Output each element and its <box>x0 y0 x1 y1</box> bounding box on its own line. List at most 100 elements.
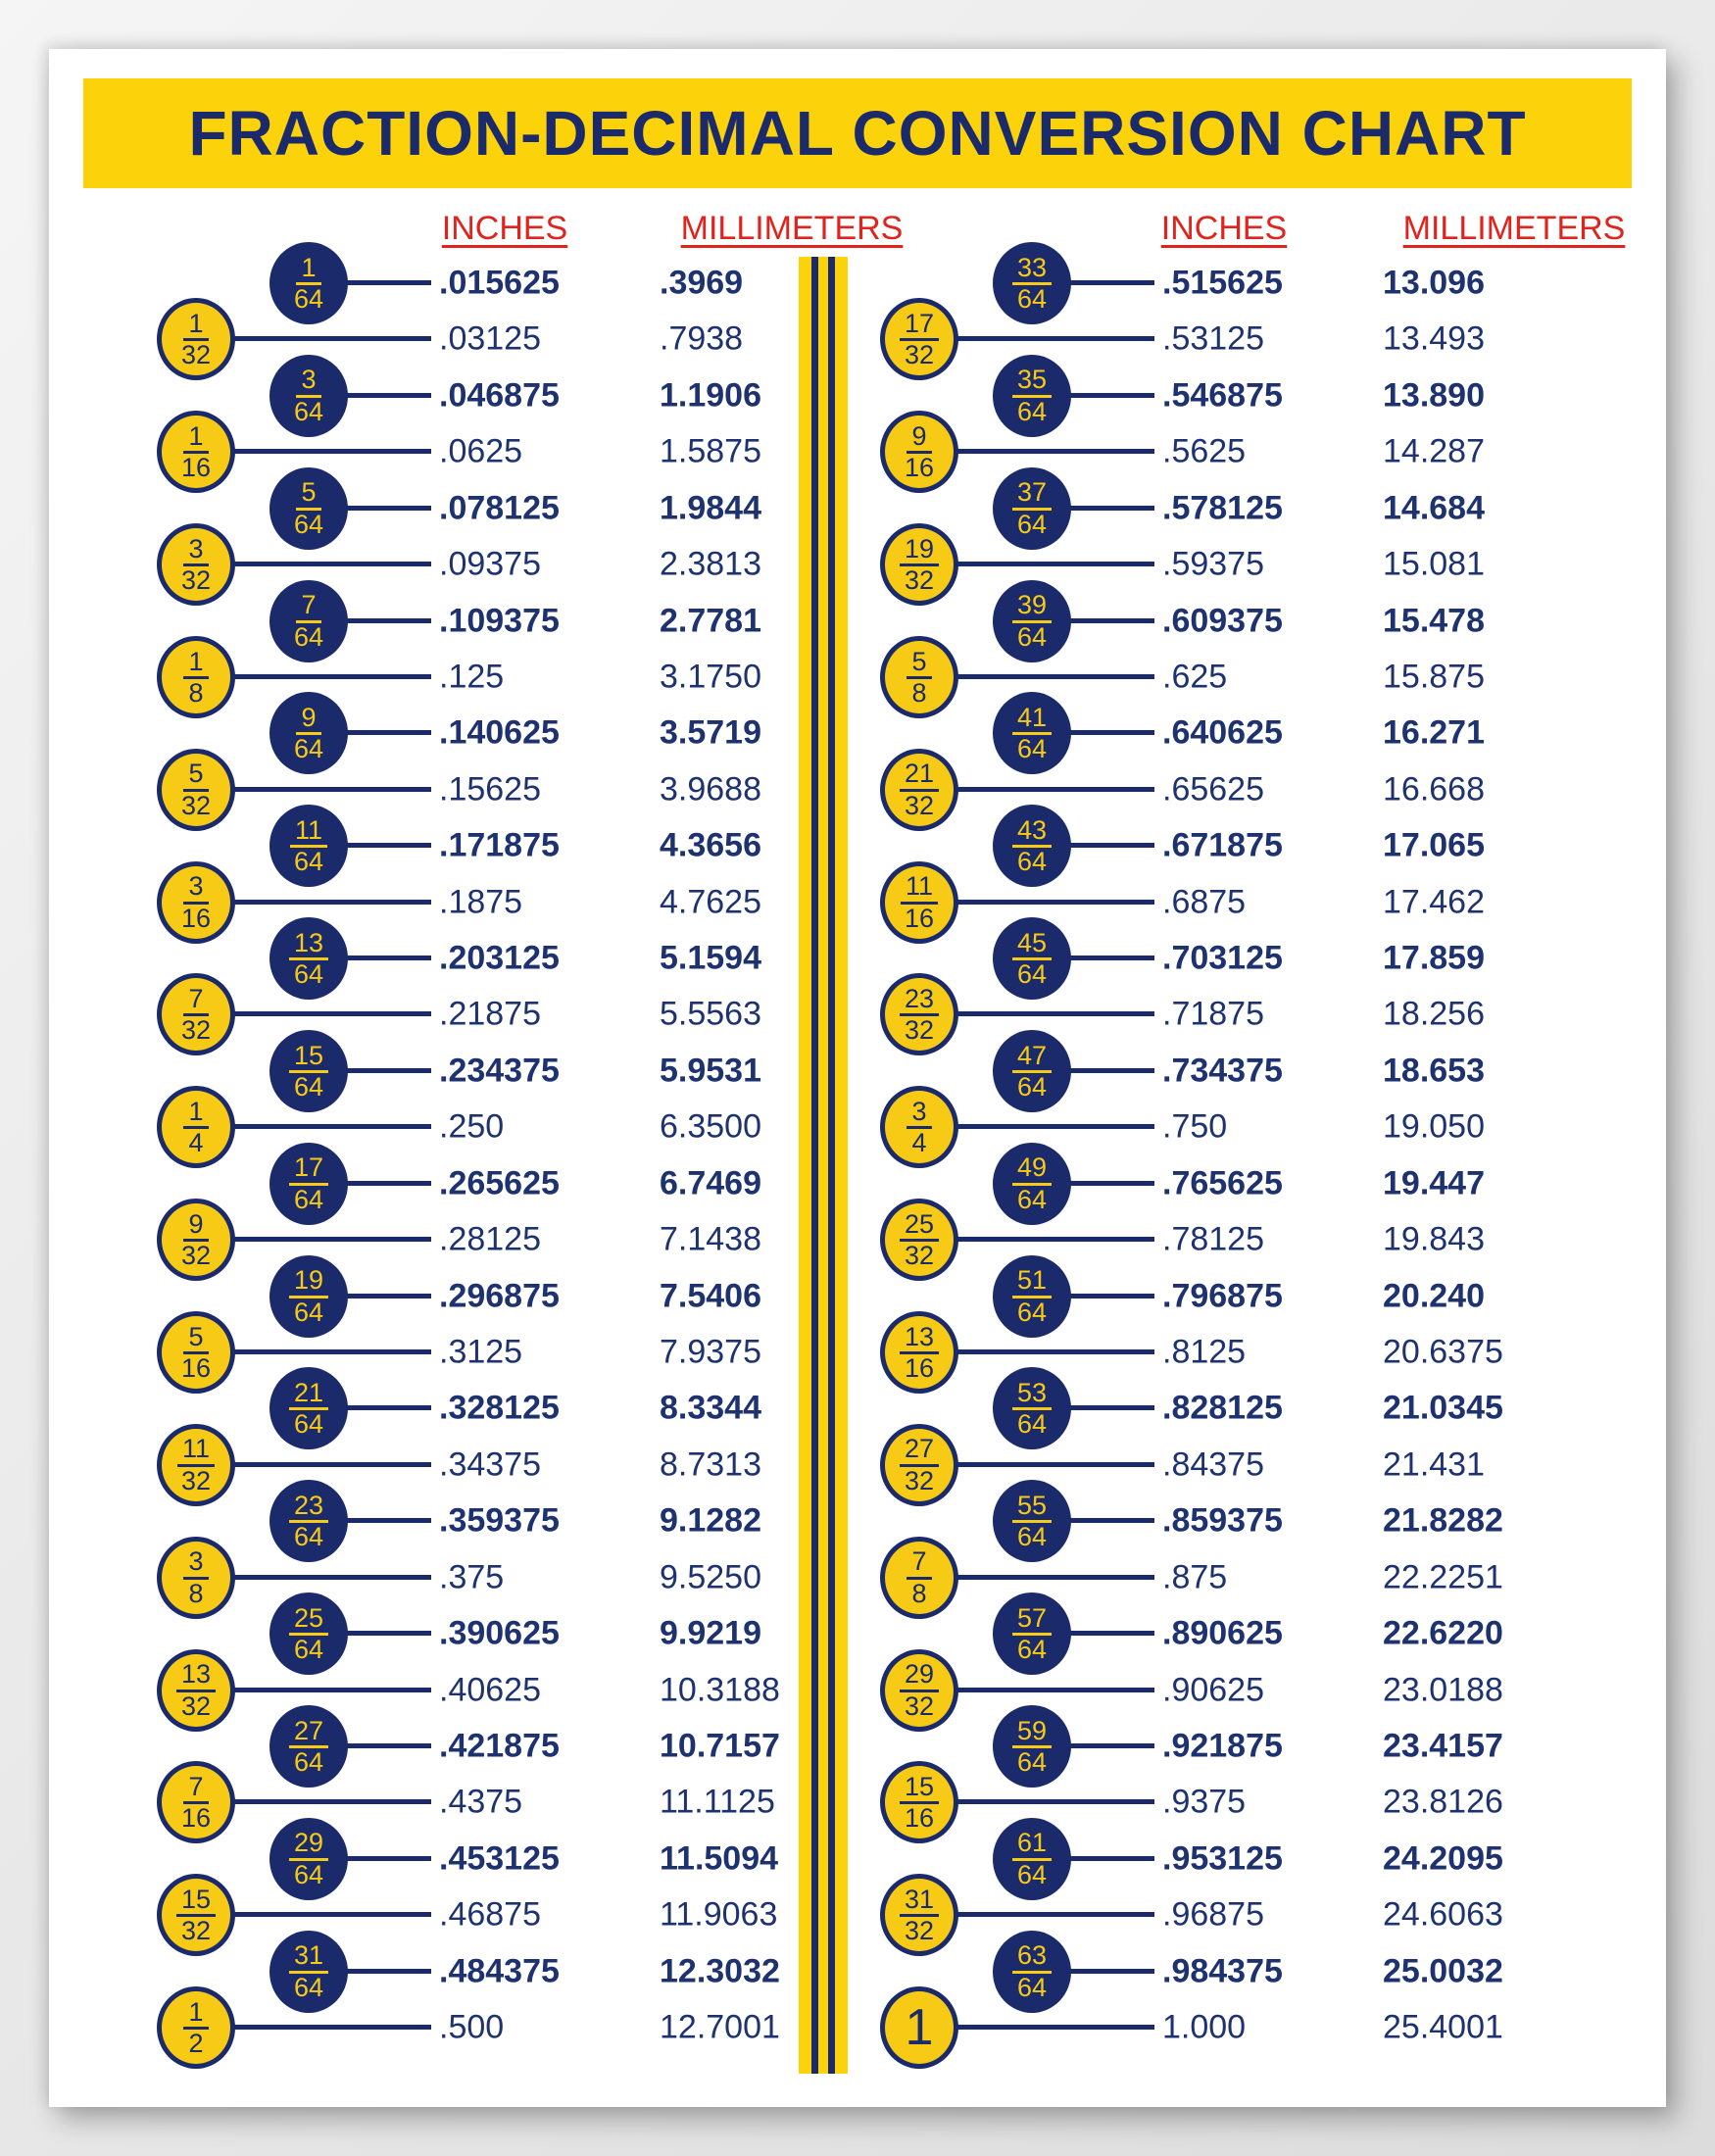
table-row: 19 32 .59375 15.081 <box>49 523 1666 607</box>
inches-value: .125 <box>439 658 505 696</box>
mm-value: 25.4001 <box>1383 2008 1503 2046</box>
mm-value: 4.7625 <box>660 883 761 921</box>
table-row: 9 16 .5625 14.287 <box>49 411 1666 494</box>
fraction-numerator: 57 <box>1011 1603 1053 1637</box>
inches-value: .265625 <box>439 1164 560 1202</box>
fraction-denominator: 32 <box>180 340 212 370</box>
inches-value: .3125 <box>439 1333 523 1371</box>
fraction-denominator: 64 <box>293 621 324 652</box>
inches-value: .796875 <box>1162 1277 1283 1315</box>
inches-value: .921875 <box>1162 1727 1283 1765</box>
fraction-label: 31 32 <box>899 1886 940 1945</box>
fraction-denominator: 64 <box>1016 1746 1048 1777</box>
fraction-denominator: 64 <box>293 284 324 314</box>
fraction-label: 23 64 <box>288 1492 329 1551</box>
mm-value: 17.859 <box>1383 939 1485 977</box>
inches-value: .203125 <box>439 939 560 977</box>
fraction-circle: 1 16 <box>157 411 235 494</box>
inches-value: .171875 <box>439 826 560 864</box>
fraction-label: 13 64 <box>288 928 329 988</box>
mm-value: 25.0032 <box>1383 1952 1503 1990</box>
inches-value: .5625 <box>1162 432 1247 470</box>
inches-value: .46875 <box>439 1895 541 1934</box>
inches-value: .34375 <box>439 1446 541 1484</box>
fraction-numerator: 39 <box>1011 591 1053 623</box>
fraction-circle: 19 32 <box>880 523 958 607</box>
connector-line <box>1032 1180 1154 1186</box>
table-row: 23 64 .359375 9.1282 <box>49 1480 1666 1563</box>
connector-line <box>309 1180 431 1186</box>
table-row: 13 16 .8125 20.6375 <box>49 1310 1666 1394</box>
fraction-circle: 45 64 <box>993 917 1071 1001</box>
conversion-table: 1 64 .015625 .3969 1 32 .03125 .7938 3 64 .… <box>49 242 1666 2078</box>
fraction-denominator: 32 <box>180 565 212 596</box>
table-row: 23 32 .71875 18.256 <box>49 973 1666 1056</box>
chart-page: FRACTION-DECIMAL CONVERSION CHART INCHES… <box>49 49 1666 2107</box>
table-row: 15 16 .9375 23.8126 <box>49 1761 1666 1844</box>
mm-value: 6.7469 <box>660 1164 761 1202</box>
connector-line <box>309 1742 431 1748</box>
fraction-circle: 7 32 <box>157 973 235 1056</box>
mm-value: 7.1438 <box>660 1220 761 1258</box>
table-row: 51 64 .796875 20.240 <box>49 1254 1666 1338</box>
fraction-denominator: 2 <box>188 2029 204 2059</box>
inches-value: .703125 <box>1162 939 1283 977</box>
fraction-denominator: 64 <box>293 734 324 764</box>
fraction-numerator: 37 <box>1011 478 1053 511</box>
fraction-circle: 23 64 <box>270 1480 348 1563</box>
fraction-denominator: 16 <box>904 903 935 933</box>
inches-value: .375 <box>439 1558 505 1596</box>
mm-value: 8.7313 <box>660 1446 761 1484</box>
fraction-circle: 1 32 <box>157 298 235 381</box>
mm-value: 20.240 <box>1383 1277 1485 1315</box>
connector-line <box>1032 1968 1154 1974</box>
inches-value: .578125 <box>1162 489 1283 527</box>
mm-value: 17.462 <box>1383 883 1485 921</box>
connector-line <box>919 1237 1154 1243</box>
connector-line <box>196 1799 431 1805</box>
table-row: 21 64 .328125 8.3344 <box>49 1367 1666 1450</box>
fraction-numerator: 3 <box>183 872 209 905</box>
fraction-denominator: 64 <box>1016 1972 1048 2002</box>
mm-value: 9.9219 <box>660 1614 761 1652</box>
fraction-denominator: 64 <box>1016 396 1048 426</box>
table-row: 5 64 .078125 1.9844 <box>49 466 1666 550</box>
inches-value: .640625 <box>1162 713 1283 752</box>
table-row: 15 64 .234375 5.9531 <box>49 1029 1666 1112</box>
mm-value: 13.890 <box>1383 376 1485 415</box>
mm-value: 21.431 <box>1383 1446 1485 1484</box>
table-row: 45 64 .703125 17.859 <box>49 917 1666 1001</box>
connector-line <box>309 1405 431 1411</box>
mm-value: 21.0345 <box>1383 1389 1503 1427</box>
fraction-label: 61 64 <box>1011 1829 1053 1888</box>
connector-line <box>919 1461 1154 1467</box>
fraction-label: 3 32 <box>180 534 212 596</box>
table-row: 17 64 .265625 6.7469 <box>49 1142 1666 1225</box>
fraction-label: 31 64 <box>288 1941 329 2001</box>
fraction-denominator: 64 <box>293 1409 324 1440</box>
fraction-numerator: 1 <box>183 422 209 455</box>
fraction-numerator: 43 <box>1011 816 1053 849</box>
table-row: 31 32 .96875 24.6063 <box>49 1874 1666 1957</box>
fraction-label: 11 16 <box>900 872 939 933</box>
fraction-numerator: 13 <box>899 1322 940 1354</box>
inches-value: .500 <box>439 2008 505 2046</box>
fraction-numerator: 11 <box>289 816 328 849</box>
fraction-denominator: 32 <box>180 1465 212 1495</box>
mm-value: 7.5406 <box>660 1277 761 1315</box>
fraction-label: 19 32 <box>899 534 940 594</box>
fraction-numerator: 21 <box>288 1379 329 1411</box>
mm-value: 16.271 <box>1383 713 1485 752</box>
connector-line <box>309 617 431 623</box>
table-row: 11 32 .34375 8.7313 <box>49 1423 1666 1506</box>
inches-value: .96875 <box>1162 1895 1264 1934</box>
table-row: 25 32 .78125 19.843 <box>49 1199 1666 1282</box>
table-row: 29 64 .453125 11.5094 <box>49 1817 1666 1900</box>
fraction-label: 27 32 <box>899 1435 940 1494</box>
fraction-label: 37 64 <box>1011 478 1053 538</box>
mm-value: 24.2095 <box>1383 1839 1503 1878</box>
